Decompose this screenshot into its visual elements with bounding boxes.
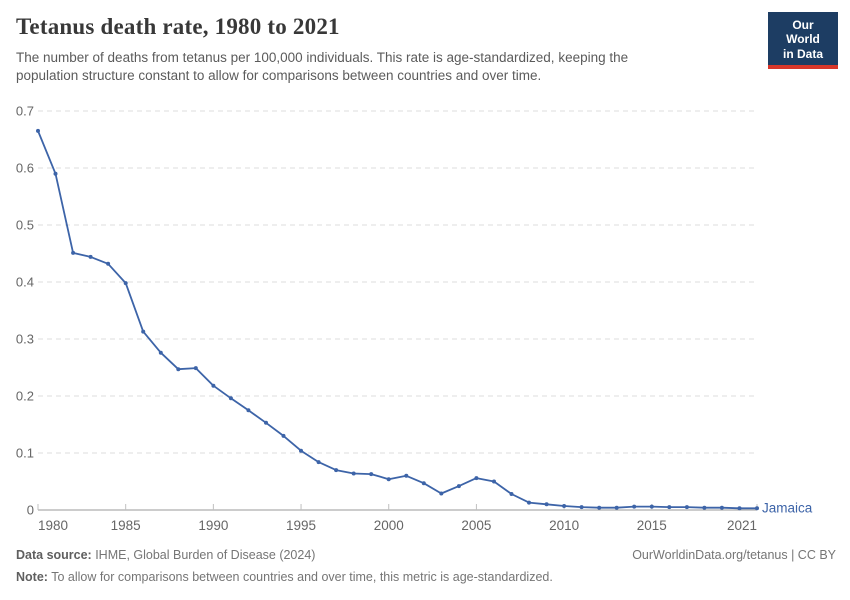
y-tick-label: 0.3	[16, 332, 34, 347]
data-point[interactable]	[544, 502, 549, 507]
data-point[interactable]	[474, 476, 479, 481]
data-line-jamaica[interactable]	[37, 129, 758, 510]
data-point[interactable]	[492, 479, 496, 484]
data-point[interactable]	[632, 504, 637, 509]
data-point[interactable]	[737, 506, 742, 511]
footer-source-row: Data source: IHME, Global Burden of Dise…	[16, 544, 836, 566]
data-point[interactable]	[597, 505, 602, 510]
data-point[interactable]	[404, 473, 409, 478]
x-tick-label: 1985	[111, 518, 141, 533]
data-point[interactable]	[614, 505, 619, 510]
x-tick-label: 2015	[637, 518, 667, 533]
data-point[interactable]	[228, 396, 233, 401]
data-point[interactable]	[211, 383, 216, 388]
data-point[interactable]	[88, 254, 93, 259]
data-point[interactable]	[141, 329, 146, 334]
y-tick-label: 0	[27, 503, 34, 518]
data-point[interactable]	[562, 504, 567, 508]
data-point[interactable]	[264, 420, 268, 425]
data-point[interactable]	[351, 471, 356, 476]
data-point[interactable]	[439, 491, 444, 496]
data-point[interactable]	[299, 448, 303, 453]
data-point[interactable]	[667, 505, 672, 510]
data-point[interactable]	[106, 261, 111, 266]
y-tick-label: 0.7	[16, 104, 34, 119]
data-point[interactable]	[649, 504, 654, 509]
data-point[interactable]	[123, 281, 128, 286]
owid-logo[interactable]: Our World in Data	[768, 12, 838, 70]
data-point[interactable]	[684, 505, 689, 510]
data-point[interactable]	[456, 484, 461, 489]
data-point[interactable]	[158, 350, 163, 355]
y-tick-label: 0.4	[16, 275, 34, 290]
data-point[interactable]	[246, 408, 251, 413]
data-point[interactable]	[579, 505, 584, 510]
chart-subtitle: The number of deaths from tetanus per 10…	[16, 50, 629, 84]
series-label-jamaica[interactable]: Jamaica	[762, 500, 813, 515]
x-tick-label: 1980	[38, 518, 68, 533]
chart-footer: Data source: IHME, Global Burden of Dise…	[16, 544, 836, 588]
data-point[interactable]	[386, 477, 391, 482]
data-source-value: IHME, Global Burden of Disease (2024)	[91, 548, 316, 562]
x-tick-label: 2000	[374, 518, 404, 533]
data-source-label: Data source:	[16, 548, 92, 562]
data-point[interactable]	[527, 500, 531, 505]
x-tick-label: 1995	[286, 518, 316, 533]
data-point[interactable]	[509, 492, 514, 496]
owid-link[interactable]: OurWorldinData.org/tetanus | CC BY	[632, 548, 836, 562]
y-tick-label: 0.5	[16, 218, 34, 233]
y-tick-label: 0.6	[16, 161, 34, 176]
data-point[interactable]	[421, 481, 426, 486]
owid-logo-line1: Our World	[786, 18, 820, 47]
data-point[interactable]	[334, 468, 339, 473]
data-point[interactable]	[316, 460, 321, 465]
owid-logo-line2: in Data	[782, 46, 823, 61]
x-tick-label: 2010	[549, 518, 579, 533]
data-point[interactable]	[53, 171, 58, 176]
page-title: Tetanus death rate, 1980 to 2021	[16, 14, 340, 39]
data-point[interactable]	[281, 433, 286, 438]
x-tick-label: 2005	[461, 518, 491, 533]
chart-header: Tetanus death rate, 1980 to 2021 The num…	[16, 14, 750, 85]
data-point[interactable]	[193, 366, 198, 371]
x-tick-label: 1990	[198, 518, 228, 533]
footer-note-row: Note: To allow for comparisons between c…	[16, 566, 836, 588]
data-point[interactable]	[369, 472, 374, 477]
data-point[interactable]	[702, 505, 707, 510]
note-value: To allow for comparisons between countri…	[47, 570, 553, 584]
data-point[interactable]	[71, 250, 76, 255]
x-tick-label: 2021	[727, 518, 757, 533]
y-tick-label: 0.1	[16, 446, 34, 461]
data-point[interactable]	[36, 128, 40, 133]
data-source-text: Data source: IHME, Global Burden of Dise…	[16, 544, 315, 566]
y-tick-label: 0.2	[16, 389, 34, 404]
data-point[interactable]	[755, 506, 759, 511]
data-point[interactable]	[719, 505, 724, 510]
note-label: Note:	[16, 570, 48, 584]
data-point[interactable]	[176, 367, 181, 372]
